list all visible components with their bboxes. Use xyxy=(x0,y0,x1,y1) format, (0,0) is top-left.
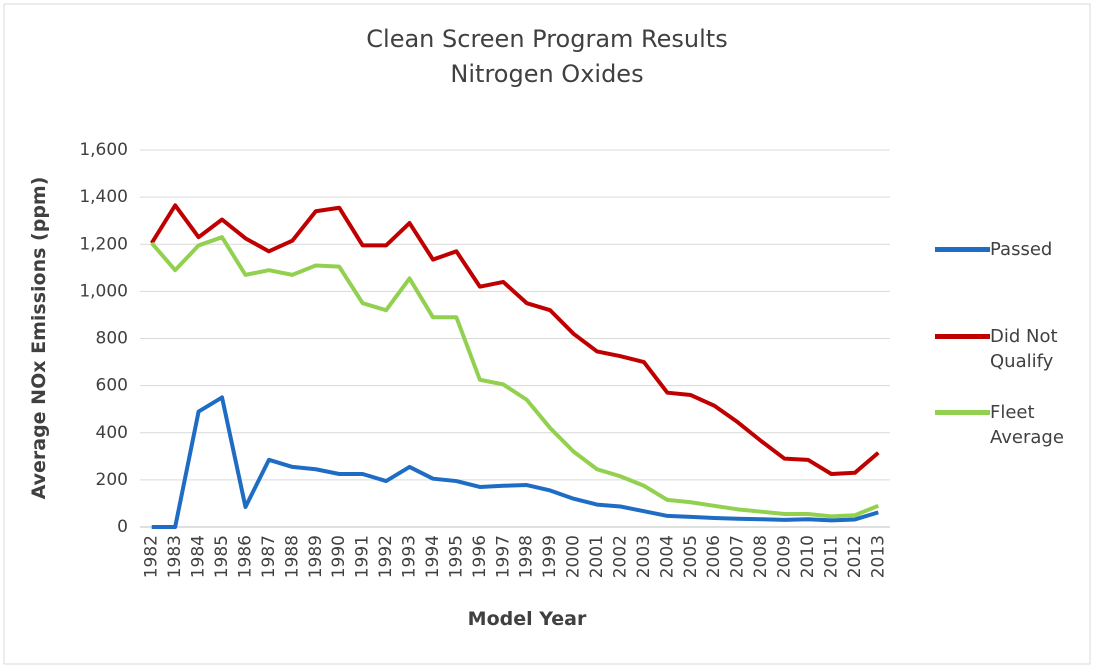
y-tick-label: 600 xyxy=(96,376,128,396)
legend-swatch xyxy=(935,410,990,415)
y-tick-label: 800 xyxy=(96,329,128,349)
x-tick-label: 1992 xyxy=(376,535,396,578)
series-line xyxy=(150,203,880,476)
legend-item: Did Not Qualify xyxy=(935,324,1070,374)
x-tick-label: 2000 xyxy=(564,535,584,578)
x-tick-label: 1996 xyxy=(470,535,490,578)
x-tick-label: 2005 xyxy=(681,535,701,578)
x-tick-label: 1985 xyxy=(212,535,232,578)
chart-title: Clean Screen Program Results xyxy=(366,25,727,53)
x-tick-label: 1997 xyxy=(493,535,513,578)
x-tick-label: 1999 xyxy=(540,535,560,578)
legend-swatch xyxy=(935,247,990,252)
y-tick-label: 1,400 xyxy=(79,187,128,207)
x-tick-label: 2013 xyxy=(868,535,888,578)
x-tick-label: 2012 xyxy=(845,535,865,578)
series-line xyxy=(150,235,880,519)
series-line xyxy=(151,395,879,529)
legend-item: Fleet Average xyxy=(935,400,1070,450)
y-tick-label: 1,200 xyxy=(79,234,128,254)
x-tick-label: 2010 xyxy=(798,535,818,578)
x-tick-label: 1982 xyxy=(142,535,162,578)
legend-label: Passed xyxy=(990,239,1053,260)
x-tick-label: 2007 xyxy=(728,535,748,578)
y-tick-label: 200 xyxy=(96,470,128,490)
x-tick-label: 1984 xyxy=(189,535,209,578)
chart-subtitle: Nitrogen Oxides xyxy=(450,60,643,88)
x-tick-label: 1998 xyxy=(517,535,537,578)
x-axis-title: Model Year xyxy=(468,608,587,630)
x-tick-label: 2009 xyxy=(775,535,795,578)
x-tick-label: 2008 xyxy=(751,535,771,578)
y-tick-label: 1,000 xyxy=(79,281,128,301)
x-tick-label: 2006 xyxy=(704,535,724,578)
x-tick-label: 1986 xyxy=(235,535,255,578)
legend-label: Fleet Average xyxy=(990,402,1064,448)
y-tick-label: 400 xyxy=(96,423,128,443)
y-tick-label: 1,600 xyxy=(79,140,128,160)
legend-label: Did Not Qualify xyxy=(990,326,1058,372)
x-tick-label: 2002 xyxy=(610,535,630,578)
y-axis-title: Average NOx Emissions (ppm) xyxy=(28,177,50,500)
x-tick-label: 2001 xyxy=(587,535,607,578)
x-tick-label: 2004 xyxy=(657,535,677,578)
x-tick-label: 1989 xyxy=(306,535,326,578)
x-tick-label: 1987 xyxy=(259,535,279,578)
x-tick-label: 1990 xyxy=(329,535,349,578)
x-tick-label: 1993 xyxy=(400,535,420,578)
y-tick-label: 0 xyxy=(117,517,128,537)
x-tick-label: 1991 xyxy=(353,535,373,578)
x-tick-label: 2011 xyxy=(821,535,841,578)
x-tick-label: 1995 xyxy=(446,535,466,578)
x-tick-label: 1994 xyxy=(423,535,443,578)
x-tick-label: 1983 xyxy=(165,535,185,578)
x-tick-label: 2003 xyxy=(634,535,654,578)
legend-item: Passed xyxy=(935,237,1070,262)
legend-swatch xyxy=(935,334,990,339)
x-tick-label: 1988 xyxy=(282,535,302,578)
chart-border xyxy=(3,3,1091,665)
